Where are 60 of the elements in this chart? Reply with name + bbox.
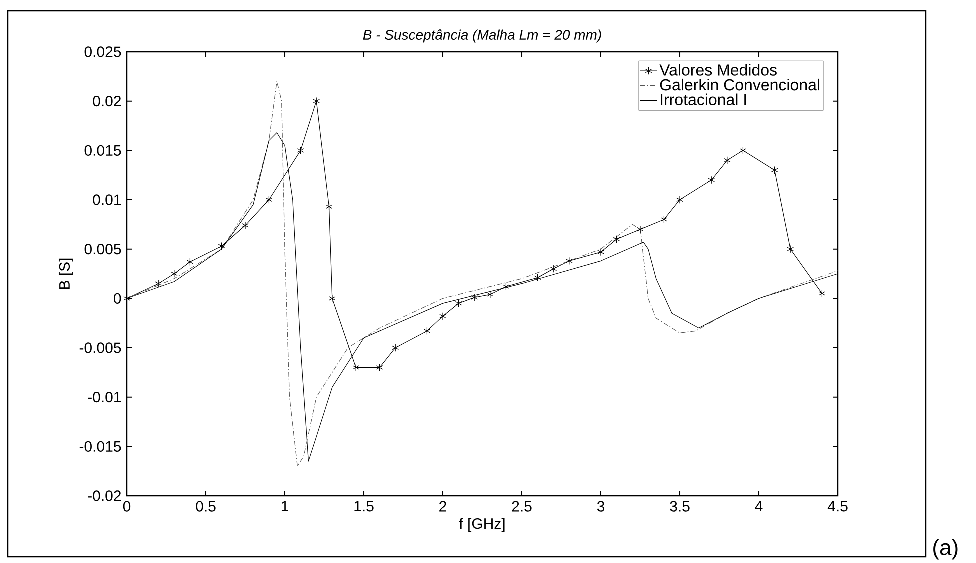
point <box>297 146 304 155</box>
point <box>242 222 249 230</box>
legend-label: Valores Medidos <box>660 64 777 76</box>
point <box>155 280 162 288</box>
x-tick-label: 0.5 <box>196 501 216 512</box>
x-tick-label: 0 <box>123 501 131 512</box>
point <box>771 166 778 174</box>
y-tick-label: -0.02 <box>88 490 122 502</box>
y-tick-label: 0.005 <box>84 244 122 255</box>
point <box>676 196 684 204</box>
x-tick-label: 4 <box>755 501 763 512</box>
y-tick-label: 0.02 <box>93 96 122 107</box>
point <box>392 344 400 352</box>
y-tick-label: 0.015 <box>84 145 122 156</box>
y-tick-label: -0.015 <box>80 441 122 452</box>
x-tick-label: 1 <box>282 501 288 512</box>
legend-label: Irrotacional I <box>661 94 746 106</box>
x-tick-label: 4.5 <box>828 501 848 512</box>
point <box>329 294 336 303</box>
point <box>471 294 478 302</box>
point <box>502 282 510 291</box>
point <box>487 290 494 299</box>
point <box>352 364 360 372</box>
point <box>186 258 194 266</box>
point <box>266 196 273 204</box>
x-tick-label: 2 <box>440 501 446 512</box>
point <box>455 300 462 308</box>
point <box>550 265 558 273</box>
y-tick-label: 0.01 <box>93 194 122 206</box>
point <box>724 156 731 164</box>
point <box>313 97 320 106</box>
legend-label: Galerkin Convencional <box>660 78 820 91</box>
x-tick-label: 3.5 <box>670 501 690 512</box>
point <box>218 242 226 250</box>
y-tick-label: -0.005 <box>80 342 122 354</box>
y-tick-label: -0.01 <box>88 392 122 403</box>
point <box>171 270 178 278</box>
point <box>637 226 644 234</box>
chart-title: B - Susceptância (Malha Lm = 20 mm) <box>363 30 602 43</box>
point <box>326 203 333 211</box>
y-tick-label: 0 <box>114 293 122 304</box>
text: (a) <box>934 539 958 560</box>
point <box>787 245 794 254</box>
point <box>534 274 542 282</box>
x-tick-label: 2.5 <box>512 501 532 512</box>
y-tick-label: 0.025 <box>84 46 122 58</box>
point <box>424 327 431 336</box>
point <box>818 290 826 298</box>
point <box>708 176 716 184</box>
x-tick-label: 1.5 <box>354 501 374 512</box>
point <box>598 248 604 256</box>
point <box>566 257 573 266</box>
point <box>613 236 620 244</box>
x-tick-label: 3 <box>597 501 605 512</box>
point <box>740 146 747 155</box>
y-axis-title: B [S] <box>58 258 73 290</box>
point <box>660 216 668 224</box>
x-axis-title: f [GHz] <box>459 518 505 532</box>
point <box>376 364 384 372</box>
point <box>440 312 446 320</box>
